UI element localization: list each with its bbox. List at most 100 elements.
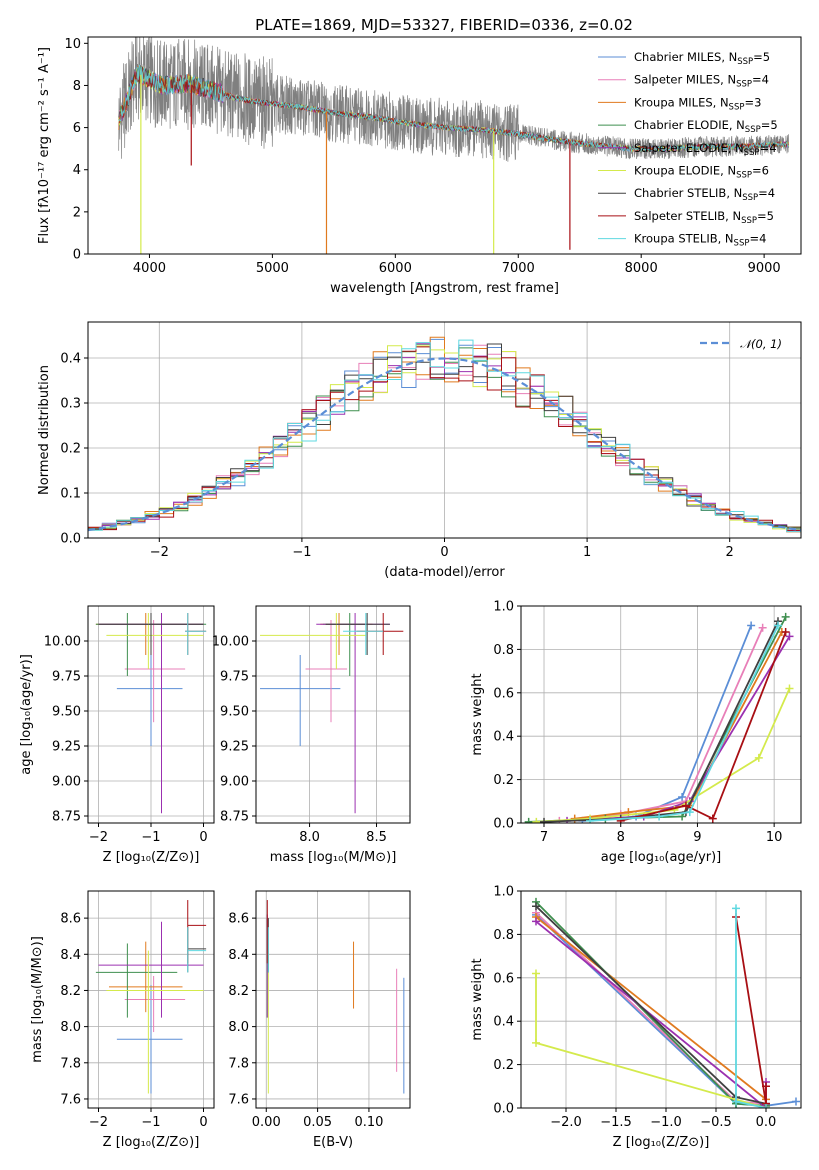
errorbar-salpeter-elodie <box>98 921 204 1018</box>
errorbar-kroupa-miles <box>320 613 373 655</box>
histogram-chabrier-stelib <box>88 343 801 530</box>
legend-entry: Kroupa ELODIE, NSSP=6 <box>634 164 769 181</box>
legend-entry: Chabrier MILES, NSSP=5 <box>634 50 770 67</box>
x-tick-label: 9000 <box>748 261 781 276</box>
errorbar-kroupa-elodie <box>260 613 366 669</box>
series-marker <box>732 904 740 913</box>
y-tick-label: 7.6 <box>60 1092 81 1107</box>
y-tick-label: 0.2 <box>60 442 81 457</box>
plot-area-mass_weight_vs_age <box>524 612 794 823</box>
axes-frame <box>255 890 411 1109</box>
y-tick-label: 9.50 <box>52 705 81 720</box>
series-line <box>589 625 779 822</box>
series-kroupa-stelib <box>732 904 770 1108</box>
panel-mass_vs_Z: −2 −1 0 7.6 7.8 8.0 8.2 8.4 8.6 Z [log₁₀(Z/Z⊙)] ma… <box>30 890 215 1150</box>
legend-entry: Salpeter MILES, NSSP=4 <box>634 73 769 90</box>
y-tick-label: 2 <box>73 205 81 220</box>
x-tick-label: 0.10 <box>354 1115 383 1130</box>
panel-mass_vs_ebv: 0.00 0.05 0.10 7.6 7.8 8.0 8.2 8.4 8.6 E(B-V) <box>228 890 411 1150</box>
y-tick-label: 0.6 <box>493 971 514 986</box>
y-tick-label: 0.2 <box>493 1058 514 1073</box>
x-tick-label: 0.00 <box>252 1115 281 1130</box>
series-kroupa-elodie <box>532 969 770 1108</box>
figure-title: PLATE=1869, MJD=53327, FIBERID=0336, z=0… <box>255 16 633 34</box>
x-tick-label: 8000 <box>625 261 658 276</box>
y-tick-label: 1.0 <box>493 600 514 615</box>
legend-entry: Kroupa STELIB, NSSP=4 <box>634 232 766 249</box>
axes-frame <box>87 36 802 255</box>
y-tick-label: 0 <box>73 248 81 263</box>
y-tick-label: 7.8 <box>228 1056 249 1071</box>
series-marker <box>747 621 756 630</box>
legend-entry: Chabrier STELIB, NSSP=4 <box>634 186 775 203</box>
x-tick-label: −1.0 <box>650 1115 682 1130</box>
series-line <box>574 631 783 820</box>
series-marker <box>792 1097 800 1106</box>
y-tick-label: 7.8 <box>60 1056 81 1071</box>
errorbar-kroupa-elodie <box>106 950 204 1094</box>
errorbar-salpeter-miles <box>305 620 348 723</box>
x-tick-label: 7 <box>540 830 548 845</box>
series-marker <box>532 902 540 911</box>
x-tick-label: 0.0 <box>756 1115 777 1130</box>
panel-age_vs_mass: 8.0 8.5 8.75 9.00 9.25 9.50 9.75 10.00 mass [log… <box>212 605 411 865</box>
x-tick-label: 8 <box>617 830 625 845</box>
y-tick-label: 0.3 <box>60 397 81 412</box>
errorbar-kroupa-stelib <box>343 613 384 655</box>
y-tick-label: 8.0 <box>60 1020 81 1035</box>
series-marker <box>781 612 790 621</box>
y-axis-label: mass weight <box>470 958 485 1040</box>
panel-mass_weight_vs_age: 7 8 9 10 0.0 0.2 0.4 0.6 0.8 1.0 age [log₁₀(age/yr… <box>470 600 802 865</box>
plot-area-mass_weight_vs_Z <box>532 897 800 1108</box>
series-marker <box>532 817 541 823</box>
errorbar-chabrier-stelib <box>325 613 390 655</box>
series-line <box>543 620 779 823</box>
plot-area-residuals <box>88 336 801 533</box>
x-axis-label: Z [log₁₀(Z/Z⊙)] <box>613 1135 710 1150</box>
y-tick-label: 0.0 <box>60 532 81 547</box>
plot-area-spectrum <box>118 37 789 254</box>
series-line <box>582 625 752 822</box>
y-tick-label: 9.50 <box>220 705 249 720</box>
plot-area-mass_vs_ebv <box>266 900 405 1094</box>
spectrum-legend: Chabrier MILES, NSSP=5 Salpeter MILES, NS… <box>598 50 778 249</box>
series-marker <box>586 816 595 823</box>
series-marker <box>532 1038 540 1047</box>
errorbar-salpeter-stelib <box>185 613 207 655</box>
y-tick-label: 0.4 <box>493 1015 514 1030</box>
x-tick-label: 0 <box>440 545 448 560</box>
x-tick-label: −2.0 <box>550 1115 582 1130</box>
y-axis-label: mass weight <box>470 673 485 755</box>
y-tick-label: 9.00 <box>220 775 249 790</box>
series-line <box>620 631 787 822</box>
y-tick-label: 0.8 <box>493 928 514 943</box>
x-axis-label: age [log₁₀(age/yr)] <box>601 850 722 865</box>
y-tick-label: 6 <box>73 121 81 136</box>
series-marker <box>685 808 694 817</box>
x-tick-label: 0 <box>199 830 207 845</box>
spectrum-model-kroupa-stelib <box>118 64 789 153</box>
x-tick-label: 8.0 <box>299 830 320 845</box>
y-tick-label: 10 <box>64 37 81 52</box>
x-tick-label: 0 <box>199 1115 207 1130</box>
y-tick-label: 0.8 <box>493 643 514 658</box>
y-tick-label: 9.75 <box>52 670 81 685</box>
series-line <box>535 973 767 1108</box>
legend-entry: Salpeter STELIB, NSSP=5 <box>634 209 774 226</box>
x-axis-label: mass [log₁₀(M/M⊙)] <box>270 850 397 865</box>
x-tick-label: −0.5 <box>700 1115 732 1130</box>
x-tick-label: 1 <box>583 545 591 560</box>
panel-spectrum: 4000 5000 6000 7000 8000 9000 0 2 4 6 8 10 wavelengt… <box>37 36 802 296</box>
normal-curve <box>88 357 801 532</box>
errorbar-salpeter-miles <box>124 620 186 723</box>
y-tick-label: 7.6 <box>228 1092 249 1107</box>
x-axis-label: (data-model)/error <box>384 565 505 580</box>
errorbar-salpeter-elodie <box>316 613 390 814</box>
y-tick-label: 8 <box>73 79 81 94</box>
y-tick-label: 8.4 <box>228 948 249 963</box>
series-marker <box>532 917 540 926</box>
x-tick-label: −2 <box>89 1115 108 1130</box>
y-axis-label: Flux [fλ10⁻¹⁷ erg cm⁻² s⁻¹ A⁻¹] <box>37 47 52 244</box>
x-tick-label: 5000 <box>256 261 289 276</box>
